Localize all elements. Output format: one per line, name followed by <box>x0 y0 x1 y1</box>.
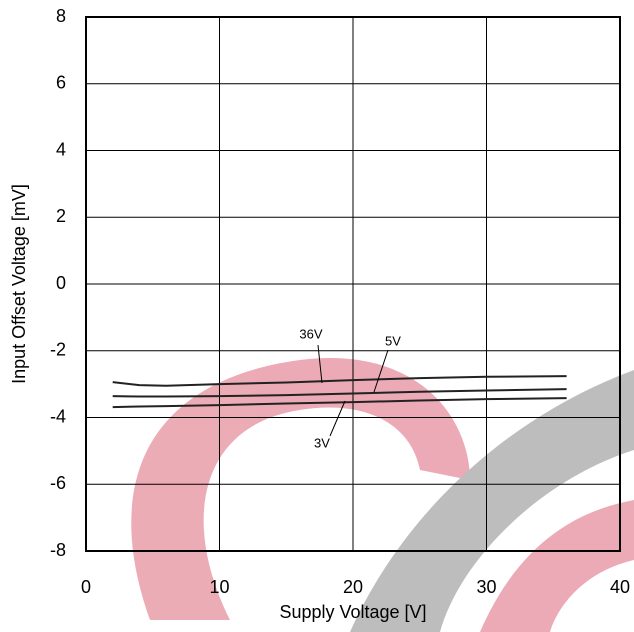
y-tick-label: 0 <box>56 273 66 293</box>
series-line <box>112 397 567 409</box>
y-tick-label: -6 <box>50 473 66 493</box>
series-label: 5V <box>385 333 401 348</box>
y-axis-label: Input Offset Voltage [mV] <box>9 184 29 384</box>
y-tick-label: -8 <box>50 540 66 560</box>
y-tick-label: 4 <box>56 139 66 159</box>
x-tick-label: 20 <box>343 577 363 597</box>
series-line <box>112 388 567 398</box>
series-label: 36V <box>299 326 322 341</box>
leader-line <box>329 400 346 437</box>
watermark <box>131 358 634 632</box>
y-tick-label: 8 <box>56 6 66 26</box>
y-tick-label: -2 <box>50 340 66 360</box>
x-axis-label: Supply Voltage [V] <box>279 602 426 622</box>
x-tick-label: 30 <box>476 577 496 597</box>
x-tick-label: 40 <box>610 577 630 597</box>
leader-line <box>373 349 389 393</box>
x-tick-label: 0 <box>81 577 91 597</box>
y-tick-label: 2 <box>56 206 66 226</box>
x-tick-label: 10 <box>209 577 229 597</box>
y-tick-label: -4 <box>50 406 66 426</box>
series-label: 3V <box>314 435 330 450</box>
leader-line <box>317 344 323 384</box>
y-tick-label: 6 <box>56 73 66 93</box>
series-line <box>112 375 567 387</box>
